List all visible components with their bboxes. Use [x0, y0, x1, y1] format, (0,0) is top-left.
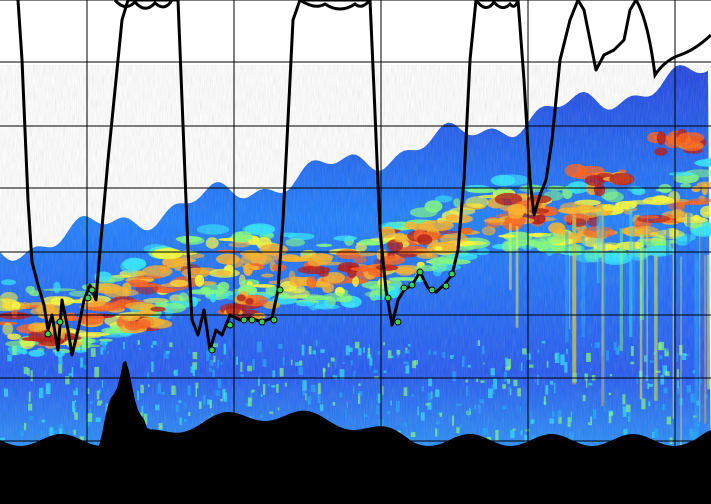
dive-marker: [208, 346, 216, 354]
dive-marker: [84, 294, 92, 302]
track-line: [16, 0, 638, 357]
dive-marker: [384, 294, 392, 302]
dive-marker: [408, 281, 416, 289]
dive-marker: [88, 286, 96, 294]
dive-marker: [428, 286, 436, 294]
dive-marker: [270, 316, 278, 324]
dive-marker: [400, 284, 408, 292]
track-surface-segment: [113, 0, 174, 10]
dive-marker: [416, 268, 424, 276]
dive-marker: [248, 316, 256, 324]
dive-markers: [44, 268, 456, 354]
seabed-profile: [0, 360, 711, 504]
seabed: [0, 360, 711, 504]
track-surface-segment: [634, 0, 711, 80]
dive-track: [16, 0, 711, 357]
dive-marker: [240, 316, 248, 324]
track-surface-segment: [474, 0, 520, 9]
track-surface-segment: [299, 0, 372, 11]
dive-marker: [394, 318, 402, 326]
dive-marker: [226, 321, 234, 329]
dive-marker: [448, 270, 456, 278]
dive-marker: [276, 286, 284, 294]
dive-marker: [258, 318, 266, 326]
noise-overlay: [0, 65, 711, 504]
dive-marker: [56, 318, 64, 326]
dive-marker: [442, 282, 450, 290]
dive-marker: [44, 330, 52, 338]
